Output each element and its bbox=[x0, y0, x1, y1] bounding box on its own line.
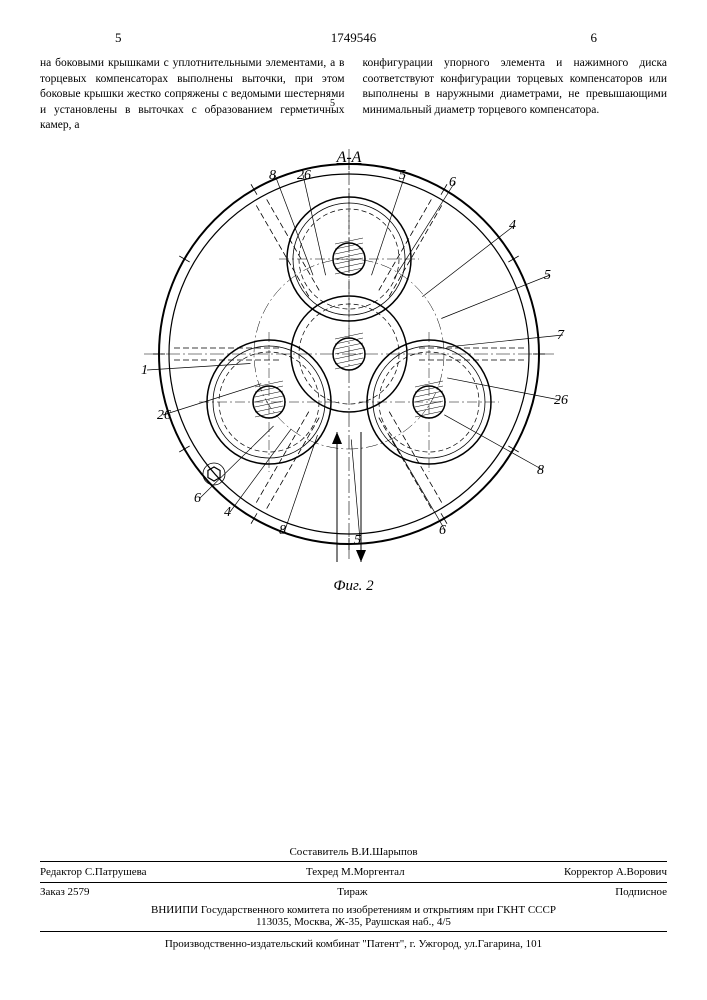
svg-text:5: 5 bbox=[354, 533, 361, 548]
right-column-number: 6 bbox=[591, 30, 598, 46]
svg-text:5: 5 bbox=[544, 268, 551, 283]
figure-2: А-А8265645726812664856 bbox=[0, 134, 707, 574]
patent-number: 1749546 bbox=[331, 30, 377, 45]
svg-text:4: 4 bbox=[224, 505, 231, 520]
footer-block: Составитель В.И.Шарыпов Редактор С.Патру… bbox=[40, 846, 667, 950]
svg-text:6: 6 bbox=[439, 523, 446, 538]
subscription-label: Подписное bbox=[615, 886, 667, 898]
left-column-number: 5 bbox=[115, 30, 122, 46]
svg-text:26: 26 bbox=[297, 168, 311, 183]
institute-address: 113035, Москва, Ж-35, Раушская наб., 4/5 bbox=[40, 916, 667, 928]
svg-text:6: 6 bbox=[449, 175, 456, 190]
svg-text:1: 1 bbox=[141, 363, 148, 378]
order-number: Заказ 2579 bbox=[40, 886, 90, 898]
institute-name: ВНИИПИ Государственного комитета по изоб… bbox=[40, 904, 667, 916]
svg-text:8: 8 bbox=[537, 463, 544, 478]
svg-text:5: 5 bbox=[399, 168, 406, 183]
right-column-text: конфигурации упорного элемента и нажимно… bbox=[363, 56, 668, 134]
svg-text:26: 26 bbox=[157, 408, 171, 423]
svg-text:8: 8 bbox=[269, 168, 276, 183]
svg-text:6: 6 bbox=[194, 491, 201, 506]
institute-block: ВНИИПИ Государственного комитета по изоб… bbox=[40, 901, 667, 932]
svg-text:4: 4 bbox=[509, 218, 516, 233]
corrector-cell: Корректор А.Ворович bbox=[564, 866, 667, 878]
editor-cell: Редактор С.Патрушева bbox=[40, 866, 147, 878]
text-body: на боковыми крышками с уплотнительными э… bbox=[0, 46, 707, 134]
figure-svg: А-А8265645726812664856 bbox=[139, 144, 569, 574]
techred-cell: Техред М.Моргентал bbox=[306, 866, 405, 878]
compiler-line: Составитель В.И.Шарыпов bbox=[40, 846, 667, 861]
svg-text:8: 8 bbox=[279, 523, 286, 538]
credits-row: Редактор С.Патрушева Техред М.Моргентал … bbox=[40, 861, 667, 883]
tirazh-label: Тираж bbox=[337, 886, 367, 898]
svg-text:7: 7 bbox=[557, 328, 565, 343]
svg-text:26: 26 bbox=[554, 393, 568, 408]
left-column-text: на боковыми крышками с уплотнительными э… bbox=[40, 56, 345, 134]
order-row: Заказ 2579 Тираж Подписное bbox=[40, 883, 667, 901]
margin-line-number: 5 bbox=[330, 98, 335, 109]
figure-caption: Фиг. 2 bbox=[0, 578, 707, 595]
printer-line: Производственно-издательский комбинат "П… bbox=[40, 932, 667, 950]
